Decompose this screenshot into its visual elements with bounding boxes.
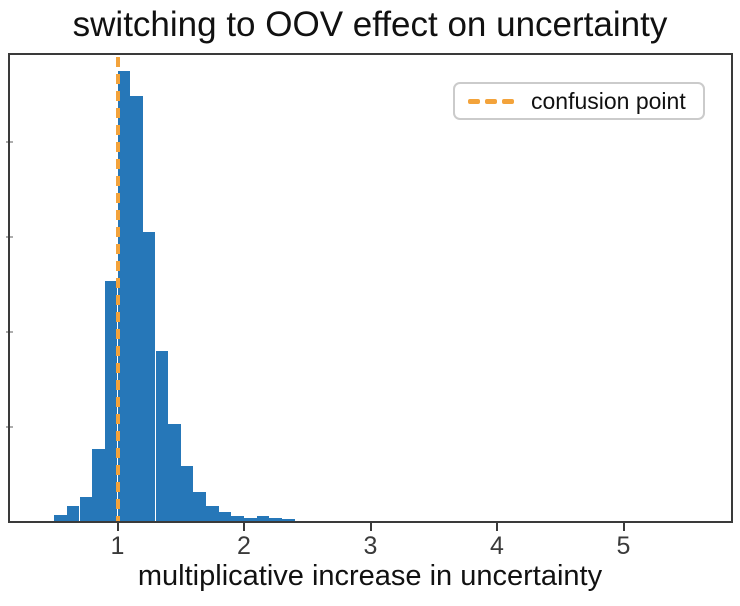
y-axis-tick: [6, 426, 13, 428]
chart-title: switching to OOV effect on uncertainty: [72, 5, 668, 44]
y-axis-tick: [6, 141, 13, 143]
y-axis-tick: [6, 236, 13, 238]
histogram-bar: [269, 517, 282, 521]
x-axis-tick-label: 2: [237, 532, 251, 560]
histogram-bar: [79, 497, 93, 521]
histogram-bar: [54, 515, 67, 521]
confusion-point-line: [115, 57, 120, 521]
histogram-bar: [66, 506, 80, 521]
plot-area: confusion point 1 2 3 4 5: [6, 53, 733, 560]
histogram-bar: [92, 449, 105, 521]
histogram-bar: [193, 492, 206, 521]
histogram-bar: [218, 512, 232, 521]
x-axis-tick: [243, 523, 245, 531]
histogram-bar: [231, 516, 244, 521]
histogram-bar: [104, 281, 118, 521]
x-axis-tick-label: 5: [616, 532, 631, 560]
histogram-bar: [117, 71, 131, 521]
x-axis-tick: [116, 523, 119, 531]
x-axis-tick: [622, 523, 625, 531]
histogram-bar: [155, 351, 169, 521]
histogram-bar: [142, 232, 156, 521]
histogram-bar: [282, 519, 295, 521]
x-axis-tick-label: 4: [490, 532, 504, 560]
dashed-line-icon: [468, 98, 519, 104]
y-axis-tick: [6, 331, 13, 333]
x-axis-tick-label: 3: [363, 532, 378, 560]
histogram-bar: [244, 517, 257, 521]
x-axis-tick-label: 1: [110, 532, 125, 560]
x-axis-tick: [369, 523, 372, 531]
histogram-bars: [10, 55, 731, 521]
legend: confusion point: [453, 82, 705, 120]
histogram-bar: [206, 506, 219, 521]
histogram-bar: [180, 466, 194, 521]
histogram-bar: [130, 96, 143, 521]
histogram-bar: [168, 423, 181, 521]
legend-label: confusion point: [531, 87, 686, 114]
x-axis-tick: [496, 523, 498, 531]
x-axis-label: multiplicative increase in uncertainty: [137, 560, 603, 592]
histogram-bar: [256, 516, 270, 521]
